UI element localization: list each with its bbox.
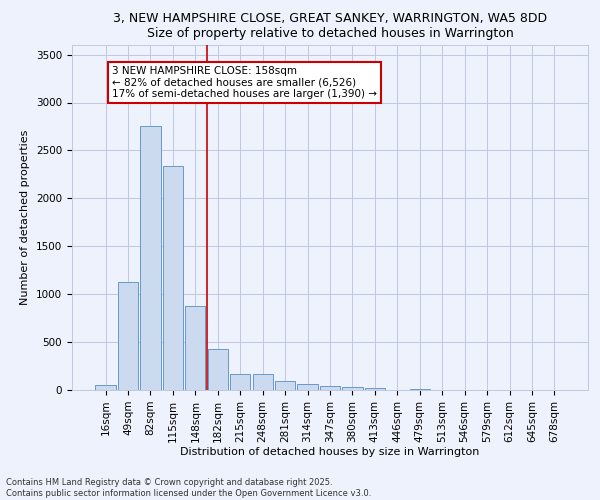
Bar <box>118 282 138 390</box>
Bar <box>320 386 340 390</box>
Bar <box>365 388 385 390</box>
Title: 3, NEW HAMPSHIRE CLOSE, GREAT SANKEY, WARRINGTON, WA5 8DD
Size of property relat: 3, NEW HAMPSHIRE CLOSE, GREAT SANKEY, WA… <box>113 12 547 40</box>
Bar <box>208 349 228 390</box>
Text: Contains HM Land Registry data © Crown copyright and database right 2025.
Contai: Contains HM Land Registry data © Crown c… <box>6 478 371 498</box>
Bar <box>253 374 273 390</box>
Bar <box>140 126 161 390</box>
Bar <box>410 388 430 390</box>
Bar <box>185 306 205 390</box>
Bar <box>95 385 116 390</box>
Bar <box>298 384 317 390</box>
Bar <box>275 382 295 390</box>
X-axis label: Distribution of detached houses by size in Warrington: Distribution of detached houses by size … <box>181 448 479 458</box>
Bar <box>230 374 250 390</box>
Text: 3 NEW HAMPSHIRE CLOSE: 158sqm
← 82% of detached houses are smaller (6,526)
17% o: 3 NEW HAMPSHIRE CLOSE: 158sqm ← 82% of d… <box>112 66 377 100</box>
Bar <box>343 387 362 390</box>
Bar <box>163 166 183 390</box>
Y-axis label: Number of detached properties: Number of detached properties <box>20 130 31 305</box>
